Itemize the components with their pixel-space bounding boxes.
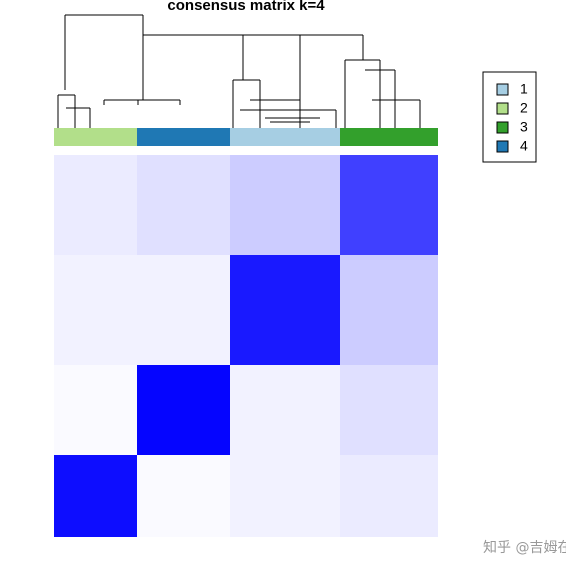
cluster-bar — [340, 128, 438, 146]
cell — [137, 155, 230, 255]
legend-swatch — [496, 140, 509, 153]
cell — [54, 255, 137, 365]
cell — [137, 455, 230, 537]
legend-label: 1 — [520, 81, 528, 97]
dendrogram — [57, 14, 421, 128]
cluster-bar — [137, 128, 230, 146]
cell — [137, 365, 230, 455]
cell — [340, 155, 438, 255]
legend-swatch — [496, 83, 509, 96]
cell — [340, 455, 438, 537]
cell — [230, 155, 340, 255]
legend-label: 2 — [520, 100, 528, 116]
cell — [230, 255, 340, 365]
cell — [54, 155, 137, 255]
legend-box — [482, 71, 537, 163]
watermark: 知乎 @吉姆在这里 — [483, 539, 566, 556]
legend-label: 4 — [520, 138, 528, 154]
cluster-bar — [54, 128, 137, 146]
cell — [54, 365, 137, 455]
cell — [230, 455, 340, 537]
cell — [340, 365, 438, 455]
legend-swatch — [496, 121, 509, 134]
legend-swatch — [496, 102, 509, 115]
cell — [137, 255, 230, 365]
cell — [340, 255, 438, 365]
cluster-bar — [230, 128, 340, 146]
legend-label: 3 — [520, 119, 528, 135]
cell — [54, 455, 137, 537]
chart-title: consensus matrix k=4 — [167, 0, 325, 14]
cell — [230, 365, 340, 455]
legend — [482, 71, 537, 163]
